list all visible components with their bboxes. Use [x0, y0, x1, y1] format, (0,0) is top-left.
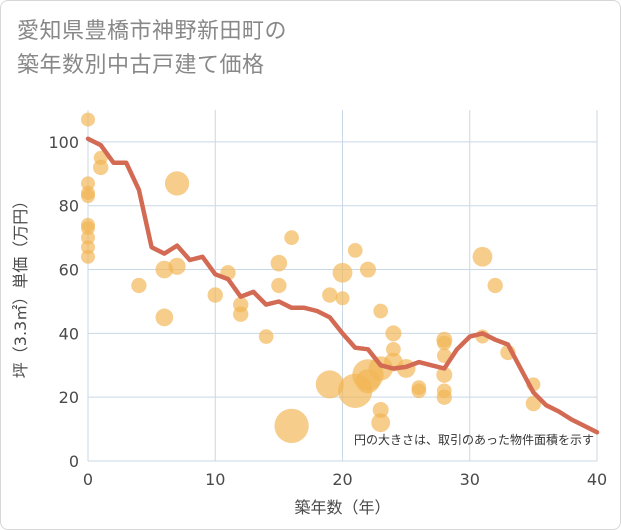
- data-point: [436, 366, 453, 383]
- y-tick-label: 40: [59, 324, 79, 343]
- data-point: [385, 325, 402, 342]
- data-point: [164, 171, 190, 196]
- data-point: [131, 277, 147, 294]
- data-point: [373, 303, 389, 319]
- data-point: [372, 401, 389, 418]
- data-point: [81, 221, 95, 236]
- data-point: [155, 308, 174, 327]
- data-point: [335, 291, 350, 306]
- data-point: [284, 230, 299, 245]
- data-point: [487, 277, 503, 294]
- chart-title-line2: 築年数別中古戸建て価格: [17, 53, 265, 78]
- data-point: [347, 243, 363, 258]
- data-point: [81, 176, 95, 191]
- data-point: [359, 261, 376, 278]
- y-tick-label: 0: [69, 452, 79, 471]
- data-point: [386, 341, 401, 357]
- data-point: [472, 246, 493, 267]
- data-point: [436, 335, 452, 351]
- y-tick-label: 60: [59, 261, 79, 280]
- data-point: [81, 240, 95, 255]
- data-point: [207, 287, 223, 303]
- data-point: [258, 329, 274, 344]
- x-tick-label: 10: [205, 470, 225, 489]
- x-tick-label: 40: [587, 470, 607, 489]
- x-tick-label: 30: [460, 470, 480, 489]
- data-point: [270, 254, 288, 272]
- chart-title-line1: 愛知県豊橋市神野新田町の: [17, 19, 288, 44]
- x-tick-label: 0: [83, 470, 93, 489]
- data-point: [322, 287, 338, 303]
- data-point: [81, 249, 95, 264]
- data-point: [274, 408, 309, 444]
- data-point: [371, 413, 391, 433]
- chart-title: 愛知県豊橋市神野新田町の 築年数別中古戸建て価格: [17, 15, 577, 83]
- data-point: [525, 395, 542, 412]
- data-point: [81, 112, 95, 127]
- y-axis-label: 坪（3.3㎡）単価（万円）: [11, 193, 30, 378]
- y-tick-label: 20: [59, 388, 79, 407]
- data-point: [81, 230, 95, 245]
- data-point: [233, 306, 249, 322]
- data-point: [436, 389, 452, 405]
- data-point: [411, 383, 427, 399]
- average-price-line: [85, 136, 600, 435]
- y-tick-label: 80: [59, 197, 79, 216]
- data-point: [315, 370, 344, 399]
- data-point: [271, 277, 287, 294]
- size-note: 円の大きさは、取引のあった物件面積を示す: [354, 432, 594, 447]
- x-tick-label: 20: [332, 470, 352, 489]
- x-axis-label: 築年数（年）: [294, 498, 390, 517]
- data-point: [93, 159, 109, 176]
- y-tick-label: 100: [48, 133, 79, 152]
- data-point: [332, 262, 353, 283]
- data-point: [168, 257, 186, 275]
- data-point: [81, 189, 95, 204]
